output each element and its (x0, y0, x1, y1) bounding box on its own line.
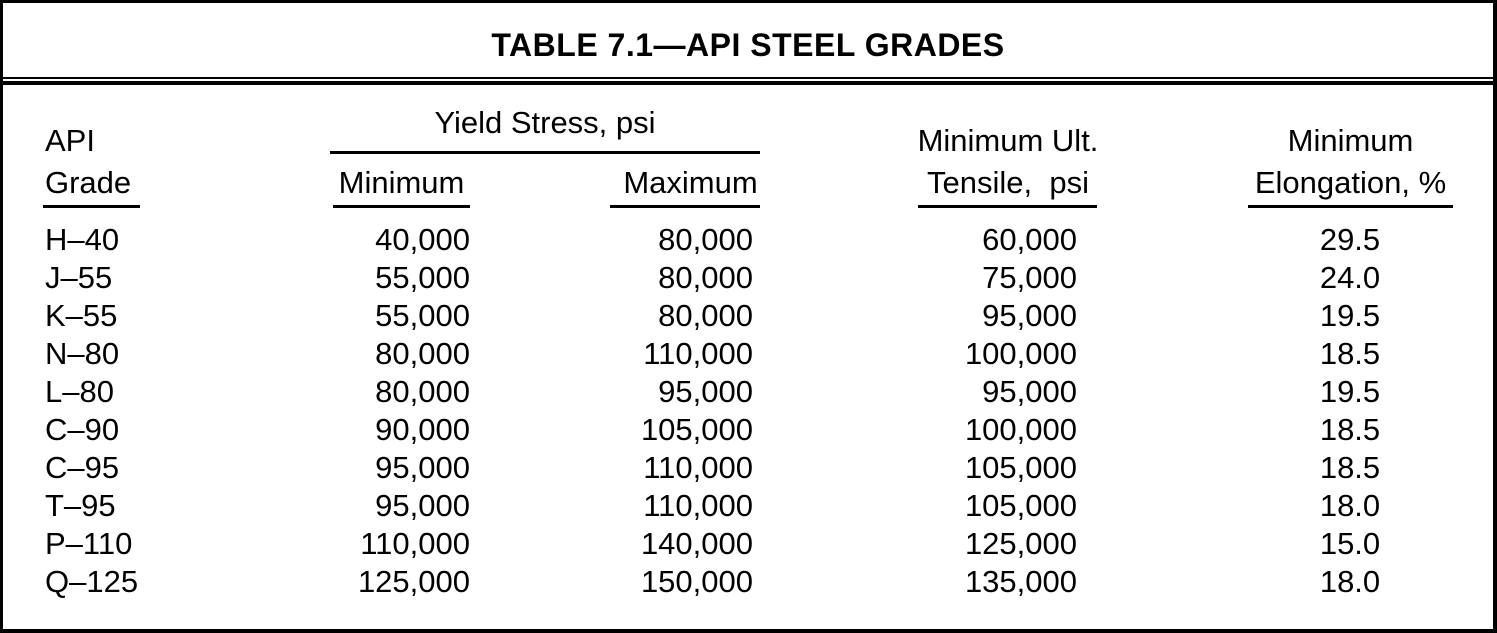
yield-max-underline (610, 205, 760, 208)
table-row: N–80 80,000 110,000 100,000 18.5 (3, 335, 1493, 373)
tensile-underline (918, 205, 1097, 208)
cell-yield-maximum: 140,000 (640, 526, 753, 561)
cell-min-elongation: 18.5 (1319, 412, 1381, 447)
cell-min-elongation: 19.5 (1319, 374, 1381, 409)
cell-api-grade: Q–125 (45, 564, 139, 599)
cell-api-grade: C–90 (45, 412, 120, 447)
cell-yield-maximum: 110,000 (643, 450, 753, 485)
header-minimum-elongation: Minimum Elongation, % (1254, 123, 1447, 200)
yield-stress-spanner-rule (330, 151, 760, 154)
table-row: J–55 55,000 80,000 75,000 24.0 (3, 259, 1493, 297)
cell-yield-minimum: 95,000 (375, 450, 470, 485)
cell-api-grade: L–80 (45, 374, 114, 409)
cell-api-grade: C–95 (45, 450, 120, 485)
table-rows: H–40 40,000 80,000 60,000 29.5 J–55 55,0… (3, 221, 1493, 601)
cell-yield-maximum: 110,000 (643, 488, 753, 523)
table-title: TABLE 7.1—API STEEL GRADES (491, 27, 1005, 63)
cell-min-elongation: 18.0 (1319, 488, 1381, 523)
cell-yield-maximum: 105,000 (640, 412, 753, 447)
cell-min-ult-tensile: 75,000 (982, 260, 1077, 295)
cell-yield-minimum: 40,000 (375, 222, 470, 257)
header-yield-maximum: Maximum (623, 165, 758, 200)
cell-min-elongation: 29.5 (1319, 222, 1381, 257)
cell-api-grade: P–110 (45, 526, 133, 561)
grade-underline (43, 205, 140, 208)
elongation-underline (1248, 205, 1453, 208)
cell-min-ult-tensile: 125,000 (964, 526, 1077, 561)
table-row: L–80 80,000 95,000 95,000 19.5 (3, 373, 1493, 411)
cell-min-elongation: 18.5 (1319, 450, 1381, 485)
cell-min-ult-tensile: 100,000 (964, 336, 1077, 371)
cell-yield-minimum: 95,000 (375, 488, 470, 523)
yield-min-underline (333, 205, 470, 208)
cell-api-grade: H–40 (45, 222, 120, 257)
cell-yield-minimum: 80,000 (375, 374, 470, 409)
table-row: C–90 90,000 105,000 100,000 18.5 (3, 411, 1493, 449)
cell-yield-maximum: 110,000 (643, 336, 753, 371)
cell-min-ult-tensile: 60,000 (982, 222, 1077, 257)
header-minimum-ult-tensile: Minimum Ult. Tensile, psi (917, 123, 1099, 200)
cell-api-grade: T–95 (45, 488, 116, 523)
table-row: H–40 40,000 80,000 60,000 29.5 (3, 221, 1493, 259)
cell-yield-minimum: 55,000 (375, 260, 470, 295)
cell-yield-minimum: 110,000 (360, 526, 470, 561)
cell-min-elongation: 15.0 (1319, 526, 1381, 561)
table-row: T–95 95,000 110,000 105,000 18.0 (3, 487, 1493, 525)
cell-yield-maximum: 150,000 (640, 564, 753, 599)
cell-yield-maximum: 95,000 (658, 374, 753, 409)
table-row: C–95 95,000 110,000 105,000 18.5 (3, 449, 1493, 487)
cell-min-ult-tensile: 135,000 (964, 564, 1077, 599)
cell-yield-minimum: 55,000 (375, 298, 470, 333)
cell-yield-maximum: 80,000 (658, 222, 753, 257)
cell-min-ult-tensile: 100,000 (964, 412, 1077, 447)
cell-api-grade: J–55 (45, 260, 113, 295)
table-row: P–110 110,000 140,000 125,000 15.0 (3, 525, 1493, 563)
header-yield-stress-spanner: Yield Stress, psi (434, 105, 656, 140)
cell-min-elongation: 18.5 (1319, 336, 1381, 371)
cell-yield-maximum: 80,000 (658, 298, 753, 333)
title-separator-thick-rule (3, 81, 1493, 85)
cell-min-elongation: 19.5 (1319, 298, 1381, 333)
cell-api-grade: K–55 (45, 298, 118, 333)
cell-min-elongation: 24.0 (1319, 260, 1381, 295)
cell-api-grade: N–80 (45, 336, 120, 371)
cell-min-ult-tensile: 105,000 (964, 450, 1077, 485)
cell-yield-maximum: 80,000 (658, 260, 753, 295)
cell-min-ult-tensile: 105,000 (964, 488, 1077, 523)
table-row: K–55 55,000 80,000 95,000 19.5 (3, 297, 1493, 335)
cell-yield-minimum: 90,000 (375, 412, 470, 447)
header-api-grade: API Grade (45, 123, 132, 200)
cell-min-ult-tensile: 95,000 (982, 374, 1077, 409)
cell-min-ult-tensile: 95,000 (982, 298, 1077, 333)
cell-yield-minimum: 80,000 (375, 336, 470, 371)
cell-yield-minimum: 125,000 (357, 564, 470, 599)
table-row: Q–125 125,000 150,000 135,000 18.0 (3, 563, 1493, 601)
cell-min-elongation: 18.0 (1319, 564, 1381, 599)
header-yield-minimum: Minimum (338, 165, 465, 200)
title-separator-thin-rule (3, 77, 1493, 79)
